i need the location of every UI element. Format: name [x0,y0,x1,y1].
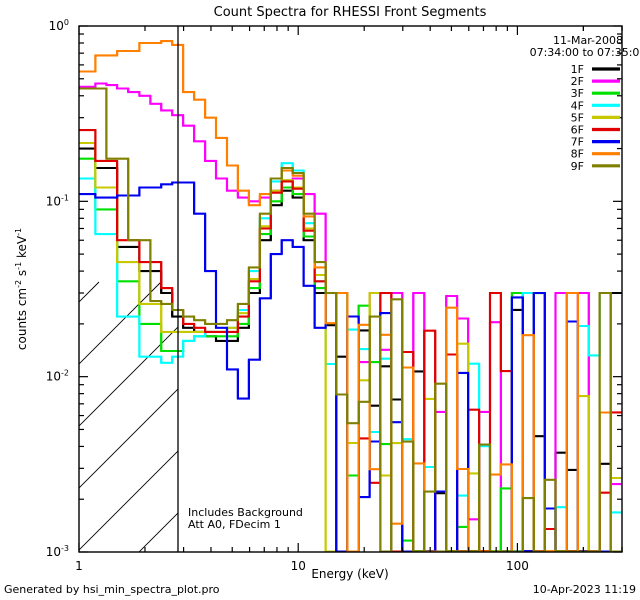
legend-item-2f[interactable]: 2F [571,75,620,88]
x-axis-tick-labels: 1 10 100 [75,559,529,573]
legend-item-6f[interactable]: 6F [571,124,620,137]
footer-generated-by: Generated by hsi_min_spectra_plot.pro [4,583,220,596]
legend-label: 1F [571,63,584,76]
annotation-line-1: Includes Background [188,506,303,519]
legend-item-1f[interactable]: 1F [571,63,620,76]
y-label-exp-1: -2 [14,280,23,288]
legend-item-5f[interactable]: 5F [571,111,620,124]
legend-label: 3F [571,87,584,100]
observation-time-range: 07:34:00 to 07:35:00 [530,46,640,59]
page-title: Count Spectra for RHESSI Front Segments [214,5,487,20]
annotation-line-2: Att A0, FDecim 1 [188,518,281,531]
footer-timestamp: 10-Apr-2023 11:19 [533,583,636,596]
legend-label: 5F [571,111,584,124]
x-axis-label: Energy (keV) [311,567,388,581]
y-axis-label: counts cm-2 s-1 keV-1 [14,228,29,350]
svg-text:counts cm-2 s-1 keV-1: counts cm-2 s-1 keV-1 [14,228,29,350]
legend-label: 7F [571,136,584,149]
y-label-seg-3: keV [15,235,29,262]
x-tick-label: 10 [291,559,306,573]
legend-label: 6F [571,124,584,137]
y-label-seg-1: counts cm [15,288,29,350]
y-tick-label: 10-2 [46,369,69,384]
y-tick-label: 10-3 [46,544,69,559]
hatched-exclusion-region [79,281,178,552]
y-label-exp-3: -1 [14,228,23,236]
legend-item-9f[interactable]: 9F [571,160,620,173]
y-label-seg-2: s [15,270,29,280]
legend-label: 4F [571,99,584,112]
plot-frame [78,25,623,553]
y-axis-tick-labels: 100 10-1 10-2 10-3 [46,18,69,559]
x-axis-ticks [78,26,623,552]
legend-item-3f[interactable]: 3F [571,87,620,100]
legend-label: 8F [571,148,584,161]
legend-item-4f[interactable]: 4F [571,99,620,112]
legend-item-8f[interactable]: 8F [571,148,620,161]
y-tick-label: 100 [49,18,69,33]
legend-label: 2F [571,75,584,88]
legend-item-7f[interactable]: 7F [571,136,620,149]
legend-label: 9F [571,160,584,173]
x-tick-label: 1 [75,559,83,573]
y-tick-label: 10-1 [46,193,69,208]
y-label-exp-2: -1 [14,262,23,270]
y-axis-ticks [79,25,622,553]
x-tick-label: 100 [506,559,529,573]
observation-date: 11-Mar-2008 [553,34,623,47]
